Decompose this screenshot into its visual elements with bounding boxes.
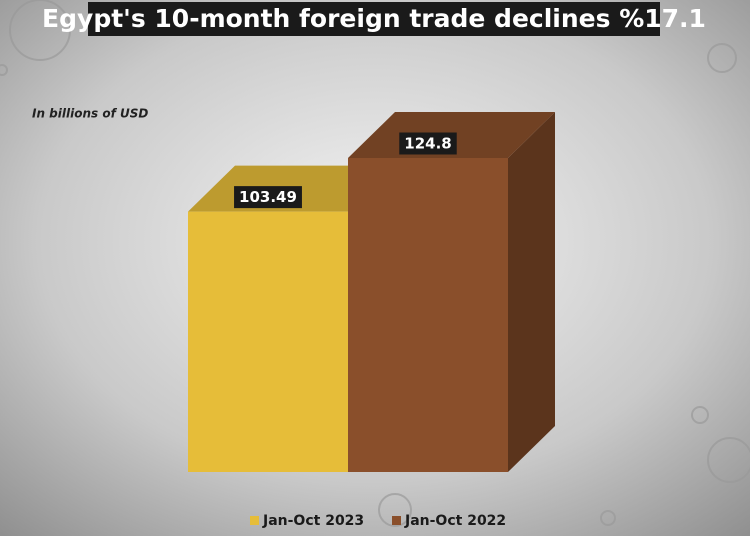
legend-label: Jan-Oct 2023 bbox=[262, 513, 364, 529]
y-axis-label: In billions of USD bbox=[32, 107, 148, 121]
legend-swatch bbox=[250, 516, 259, 525]
title-box bbox=[88, 2, 660, 36]
value-label-box bbox=[399, 132, 457, 155]
value-label-box bbox=[234, 186, 302, 209]
value-label: 124.8 bbox=[404, 135, 451, 153]
chart-title: Egypt's 10-month foreign trade declines … bbox=[42, 4, 706, 33]
value-label: 103.49 bbox=[239, 188, 297, 206]
bar bbox=[348, 158, 508, 472]
legend-swatch bbox=[392, 516, 401, 525]
legend-label: Jan-Oct 2022 bbox=[404, 513, 506, 529]
bar bbox=[188, 211, 348, 472]
bar-side bbox=[508, 112, 555, 472]
